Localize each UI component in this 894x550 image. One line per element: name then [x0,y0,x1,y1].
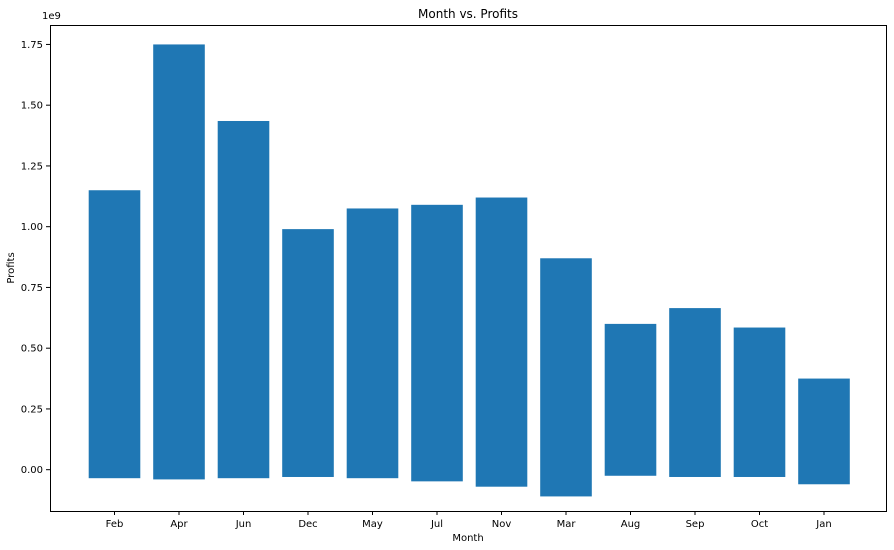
bar-nov [475,197,528,487]
bar-jan [798,378,850,485]
y-tick-label: 0.25 [21,404,43,415]
bar-feb [88,190,141,479]
bar-jun [217,120,270,479]
bar-may [346,208,399,479]
y-tick-label: 1.25 [21,161,43,172]
y-tick-label: 0.75 [21,283,43,294]
bar-jul [411,204,463,482]
axes-frame [50,25,887,512]
x-tick-label: Jun [235,519,252,530]
x-tick-label: Jul [430,519,443,530]
chart-title: Month vs. Profits [418,7,518,21]
x-ticks-group: Feb Apr Jun Dec May Jul Nov Mar Aug Sep Oct Jan [106,511,832,530]
x-tick-label: Jan [815,519,831,530]
bar-oct [733,327,786,477]
y-tick-label: 1.00 [21,222,43,233]
bar-apr [153,44,205,480]
x-axis-label: Month [452,533,483,544]
y-tick-label: 0.00 [21,465,43,476]
bar-mar [540,258,592,497]
x-tick-label: Sep [686,519,705,530]
bar-sep [669,308,721,477]
x-tick-label: Aug [621,519,641,530]
x-tick-label: Mar [557,519,577,530]
x-tick-label: May [362,519,383,530]
y-offset-label: 1e9 [42,11,61,22]
x-tick-label: Feb [106,519,124,530]
bar-dec [282,229,334,477]
x-tick-label: Oct [751,519,768,530]
x-tick-label: Nov [492,519,512,530]
x-tick-label: Apr [170,519,188,530]
y-tick-label: 1.50 [21,101,43,112]
x-tick-label: Dec [298,519,317,530]
bar-aug [604,323,657,476]
y-tick-label: 1.75 [21,40,43,51]
y-ticks-group: 0.00 0.25 0.50 0.75 1.00 1.25 1.50 1.75 [21,40,50,476]
bars-group [88,44,850,497]
y-axis-label: Profits [6,252,17,283]
y-tick-label: 0.50 [21,344,43,355]
